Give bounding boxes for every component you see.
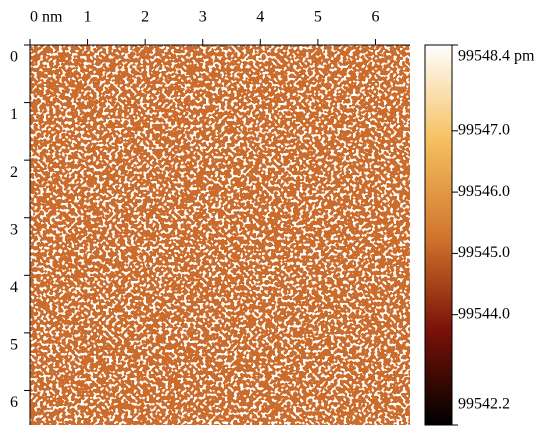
x-tick-label: 2 <box>141 9 149 26</box>
chart: 0 nm 1 2 3 4 5 6 0 1 2 3 4 5 6 99548.4 pm 99547.0 99546.… <box>0 0 557 426</box>
height-field <box>30 45 410 425</box>
y-tick-label: 4 <box>10 279 18 296</box>
x-tick-label: 3 <box>199 9 207 26</box>
y-tick-label: 0 <box>10 49 18 66</box>
colorbar-tick-label: 99545.0 <box>458 244 510 261</box>
y-tick-label: 6 <box>10 394 18 411</box>
colorbar-tick-label: 99542.2 <box>458 396 510 413</box>
colorbar-tick-label: 99544.0 <box>458 305 510 322</box>
y-tick-label: 5 <box>10 337 18 354</box>
colorbar <box>425 45 452 425</box>
colorbar-tick-label: 99546.0 <box>458 183 510 200</box>
colorbar-tick-label: 99547.0 <box>458 121 510 138</box>
x-tick-label: 5 <box>314 9 322 26</box>
y-tick-label: 2 <box>10 164 18 181</box>
colorbar-tick-label: 99548.4 pm <box>458 48 535 65</box>
x-tick-label: 6 <box>371 9 379 26</box>
field-speckle <box>30 45 410 425</box>
x-tick-label: 4 <box>256 9 264 26</box>
y-tick-label: 1 <box>10 106 18 123</box>
x-tick-label: 0 nm <box>30 9 63 26</box>
y-tick-label: 3 <box>10 221 18 238</box>
page: {"chart_data": { "type": "heatmap", "xli… <box>0 0 557 426</box>
x-tick-label: 1 <box>84 9 92 26</box>
